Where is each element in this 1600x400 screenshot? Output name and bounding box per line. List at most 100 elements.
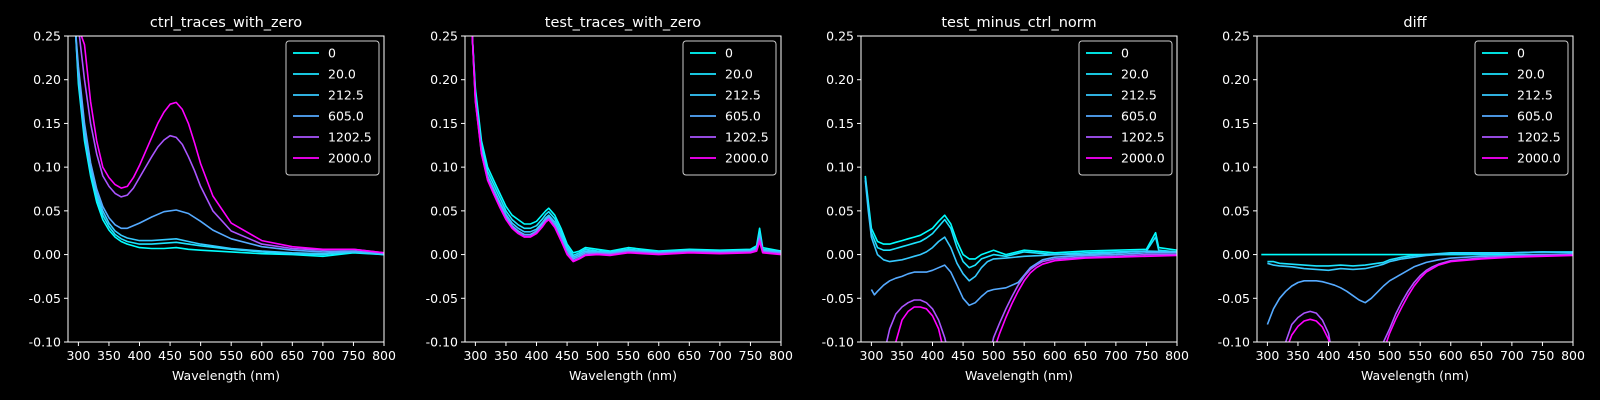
x-tick-label: 750 xyxy=(1531,348,1555,363)
x-tick-label: 750 xyxy=(739,348,763,363)
x-tick-label: 350 xyxy=(97,348,121,363)
legend-label: 20.0 xyxy=(725,67,753,82)
y-tick-label: 0.25 xyxy=(33,29,61,44)
x-tick-label: 800 xyxy=(769,348,793,363)
x-tick-label: 300 xyxy=(859,348,883,363)
x-axis-label: Wavelength (nm) xyxy=(1361,368,1469,383)
y-tick-label: 0.05 xyxy=(430,203,458,218)
x-tick-label: 300 xyxy=(463,348,487,363)
x-tick-label: 400 xyxy=(921,348,945,363)
series-line-1202.5 xyxy=(78,36,384,254)
y-tick-label: 0.00 xyxy=(430,247,458,262)
x-tick-label: 550 xyxy=(1408,348,1432,363)
y-tick-label: -0.10 xyxy=(29,335,61,350)
chart-title: test_minus_ctrl_norm xyxy=(941,15,1096,31)
series-line-0 xyxy=(74,36,384,258)
x-axis-label: Wavelength (nm) xyxy=(569,368,677,383)
series-line-605.0 xyxy=(75,36,384,255)
legend-item: 605.0 xyxy=(690,109,761,124)
x-tick-label: 400 xyxy=(525,348,549,363)
legend-label: 2000.0 xyxy=(725,151,769,166)
x-tick-label: 650 xyxy=(1073,348,1097,363)
legend-item: 0 xyxy=(1086,46,1129,61)
series-group xyxy=(471,36,781,263)
series-group xyxy=(1261,251,1573,342)
axes-frame xyxy=(860,35,1178,343)
y-tick-label: -0.10 xyxy=(1218,335,1250,350)
x-tick-label: 500 xyxy=(189,348,213,363)
series-line-2000.0 xyxy=(895,254,1177,342)
legend-item: 2000.0 xyxy=(293,151,372,166)
legend-item: 1202.5 xyxy=(690,130,769,145)
legend-item: 2000.0 xyxy=(690,151,769,166)
legend-label: 605.0 xyxy=(1121,109,1157,124)
legend-item: 2000.0 xyxy=(1086,151,1165,166)
x-tick-label: 750 xyxy=(342,348,366,363)
x-tick-label: 500 xyxy=(1378,348,1402,363)
legend-label: 212.5 xyxy=(1517,88,1553,103)
x-tick-label: 700 xyxy=(1104,348,1128,363)
series-line-20.0 xyxy=(1267,251,1573,267)
chart-panels: ctrl_traces_with_zero -0.10 -0.05 0.00 0.05 0… xyxy=(29,15,1585,383)
x-tick-label: 600 xyxy=(250,348,274,363)
legend-label: 0 xyxy=(1517,46,1525,61)
legend-label: 1202.5 xyxy=(1121,130,1165,145)
legend-item: 605.0 xyxy=(1482,109,1553,124)
x-tick-label: 450 xyxy=(1347,348,1371,363)
y-tick-label: -0.05 xyxy=(1218,291,1250,306)
x-axis-label: Wavelength (nm) xyxy=(172,368,280,383)
x-tick-label: 500 xyxy=(982,348,1006,363)
legend-label: 20.0 xyxy=(1517,67,1545,82)
series-line-2000.0 xyxy=(1288,254,1573,342)
legend: 0 20.0 212.5 605.0 1202.5 2000.0 xyxy=(1078,40,1173,176)
x-tick-label: 300 xyxy=(66,348,90,363)
y-tick-label: -0.05 xyxy=(822,291,854,306)
x-tick-label: 450 xyxy=(158,348,182,363)
x-tick-label: 500 xyxy=(586,348,610,363)
legend-label: 1202.5 xyxy=(1517,130,1561,145)
legend-label: 212.5 xyxy=(1121,88,1157,103)
legend-item: 20.0 xyxy=(293,67,356,82)
chart-panel-2: test_traces_with_zero -0.10 -0.05 0.00 0.05 0… xyxy=(426,15,793,383)
x-tick-label: 700 xyxy=(311,348,335,363)
legend-label: 605.0 xyxy=(1517,109,1553,124)
x-tick-label: 750 xyxy=(1135,348,1159,363)
axes-frame xyxy=(1256,35,1574,343)
legend-item: 212.5 xyxy=(1482,88,1553,103)
x-tick-label: 350 xyxy=(494,348,518,363)
legend-label: 0 xyxy=(725,46,733,61)
x-tick-label: 650 xyxy=(677,348,701,363)
series-line-1202.5 xyxy=(1284,253,1573,342)
legend-item: 20.0 xyxy=(1482,67,1545,82)
series-line-212.5 xyxy=(1267,251,1573,272)
legend-item: 0 xyxy=(1482,46,1525,61)
legend-item: 20.0 xyxy=(1086,67,1149,82)
legend-label: 20.0 xyxy=(328,67,356,82)
x-axis-label: Wavelength (nm) xyxy=(965,368,1073,383)
series-line-0 xyxy=(471,36,781,254)
y-tick-label: 0.00 xyxy=(1222,247,1250,262)
x-tick-label: 650 xyxy=(1469,348,1493,363)
y-tick-label: 0.10 xyxy=(430,160,458,175)
legend-label: 605.0 xyxy=(328,109,364,124)
series-line-605.0 xyxy=(870,252,1177,307)
y-tick-label: 0.20 xyxy=(33,72,61,87)
axes-frame xyxy=(67,35,385,343)
series-line-0 xyxy=(864,175,1177,260)
chart-panel-3: test_minus_ctrl_norm -0.10 -0.05 0.00 0.05 0.… xyxy=(822,15,1189,383)
axes-frame xyxy=(464,35,782,343)
legend-label: 212.5 xyxy=(725,88,761,103)
legend-item: 212.5 xyxy=(690,88,761,103)
x-tick-label: 400 xyxy=(1317,348,1341,363)
legend-item: 212.5 xyxy=(1086,88,1157,103)
legend-label: 2000.0 xyxy=(1121,151,1165,166)
legend-item: 212.5 xyxy=(293,88,364,103)
y-tick-label: 0.10 xyxy=(826,160,854,175)
y-tick-label: 0.00 xyxy=(33,247,61,262)
x-tick-label: 350 xyxy=(890,348,914,363)
y-tick-label: 0.05 xyxy=(826,203,854,218)
y-tick-label: 0.05 xyxy=(1222,203,1250,218)
series-line-212.5 xyxy=(864,180,1177,282)
y-tick-label: 0.15 xyxy=(33,116,61,131)
x-tick-label: 800 xyxy=(372,348,396,363)
